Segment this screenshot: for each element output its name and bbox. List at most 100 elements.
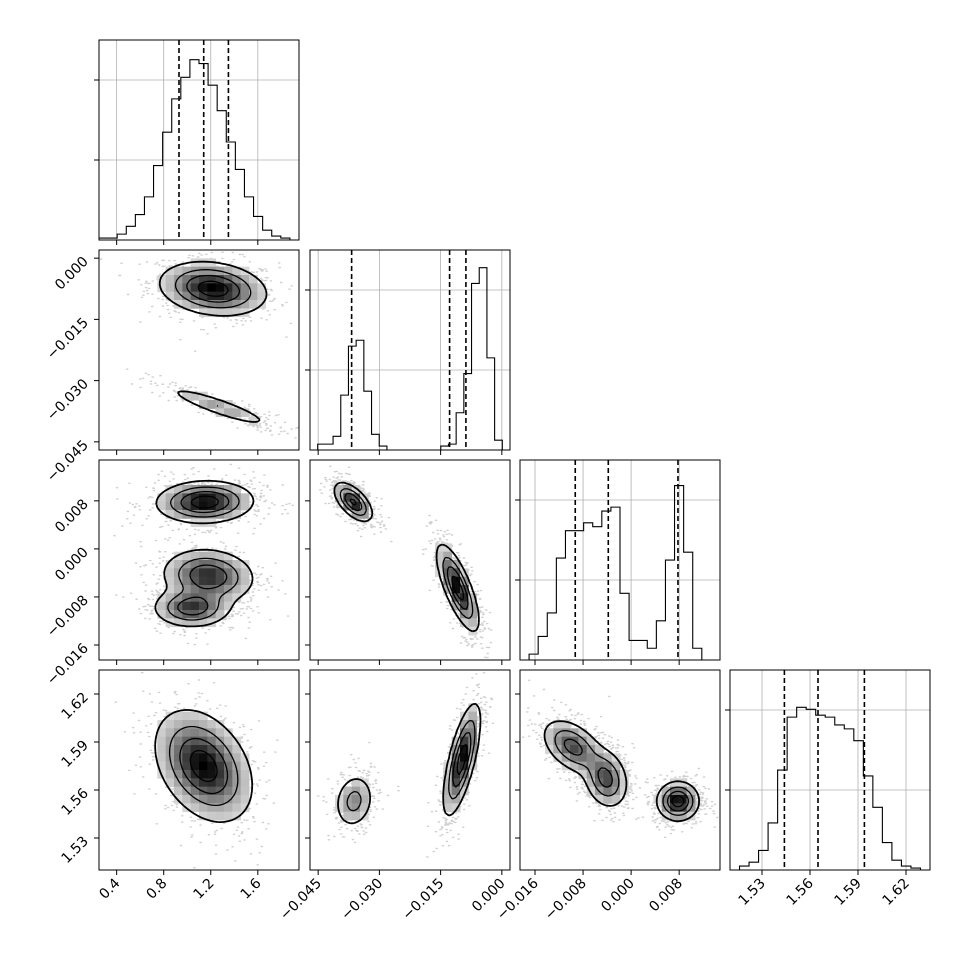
density-cell bbox=[232, 761, 242, 771]
x-tick-label: 1.62 bbox=[879, 876, 912, 909]
density-cell bbox=[249, 275, 258, 284]
density-cell bbox=[190, 803, 200, 813]
density-cell bbox=[165, 568, 175, 578]
y-tick-label: −0.030 bbox=[44, 376, 92, 424]
density-cell bbox=[224, 291, 233, 301]
density-cell bbox=[207, 551, 217, 561]
density-cell bbox=[670, 795, 679, 804]
density-cell bbox=[468, 703, 478, 713]
density-cell bbox=[224, 761, 233, 771]
y-tick-label: 1.53 bbox=[58, 834, 91, 867]
density-cell bbox=[240, 493, 250, 503]
density-cell bbox=[165, 770, 175, 779]
density-cell bbox=[561, 745, 571, 754]
density-cell bbox=[595, 761, 604, 771]
density-cell bbox=[199, 400, 208, 409]
density-cell bbox=[232, 593, 242, 603]
density-cell bbox=[174, 745, 183, 754]
density-cell bbox=[157, 601, 167, 611]
y-tick-label: 1.56 bbox=[58, 785, 91, 818]
x-tick-label: 0.4 bbox=[96, 875, 123, 902]
density-cell bbox=[199, 720, 208, 729]
density-cell bbox=[215, 283, 225, 293]
density-cell bbox=[570, 745, 579, 754]
density-cell bbox=[603, 795, 613, 804]
density-cell bbox=[468, 593, 478, 603]
panel-frame bbox=[98, 459, 300, 661]
density-cell bbox=[174, 786, 183, 796]
density-cell bbox=[207, 811, 217, 821]
contour-line bbox=[346, 719, 476, 812]
density-cell bbox=[460, 593, 469, 603]
density-cell bbox=[224, 308, 233, 318]
density-cell bbox=[182, 585, 192, 594]
density-cell bbox=[678, 803, 688, 813]
density-cell bbox=[335, 485, 344, 494]
histogram-steps bbox=[730, 706, 930, 871]
density-cell bbox=[661, 795, 671, 804]
density-cell bbox=[451, 803, 461, 813]
density-cell bbox=[199, 568, 208, 578]
contour-line bbox=[154, 709, 254, 823]
density-cell bbox=[157, 501, 167, 511]
density-cell bbox=[190, 786, 200, 796]
x-tick-label: −0.008 bbox=[542, 876, 590, 924]
density-cell bbox=[232, 275, 242, 284]
contour-line bbox=[452, 731, 472, 788]
contour-line bbox=[154, 479, 255, 628]
contour-line bbox=[543, 720, 700, 823]
density-cell bbox=[207, 275, 217, 284]
contour-line bbox=[671, 795, 685, 808]
density-cell bbox=[199, 593, 208, 603]
density-cell bbox=[451, 568, 461, 578]
contour-line bbox=[554, 729, 694, 816]
y-tick-label: −0.045 bbox=[44, 437, 92, 485]
density-cell bbox=[190, 275, 200, 284]
density-cell bbox=[240, 501, 250, 511]
density-cell bbox=[240, 786, 250, 796]
density-cell bbox=[207, 770, 217, 779]
density-cell bbox=[165, 493, 175, 503]
density-cell bbox=[174, 283, 183, 293]
density-cell bbox=[190, 761, 200, 771]
histogram-panel-2 bbox=[515, 459, 721, 665]
density-cell bbox=[199, 551, 208, 561]
density-cell bbox=[199, 485, 208, 494]
density-cell bbox=[215, 308, 225, 318]
x-tick-label: 0.008 bbox=[646, 876, 686, 916]
contour-line bbox=[179, 737, 229, 795]
density-cell bbox=[578, 753, 588, 763]
panel-frame bbox=[309, 459, 511, 661]
density-cell bbox=[240, 408, 250, 418]
density-cell bbox=[165, 485, 175, 494]
density-cell bbox=[460, 568, 469, 578]
density-cell bbox=[343, 501, 353, 511]
density-cell bbox=[468, 761, 478, 771]
density-cell bbox=[157, 593, 167, 603]
density-cell bbox=[182, 720, 192, 729]
density-cell bbox=[182, 753, 192, 763]
density-cell bbox=[199, 811, 208, 821]
density-cell bbox=[199, 778, 208, 788]
density-cell bbox=[215, 275, 225, 284]
density-cell bbox=[182, 493, 192, 503]
density-cell bbox=[451, 778, 461, 788]
density-cell bbox=[215, 610, 225, 619]
contour-line bbox=[191, 495, 220, 509]
density-cell bbox=[199, 576, 208, 586]
density-cell bbox=[224, 493, 233, 503]
density-cell bbox=[165, 761, 175, 771]
y-tick-label: −0.008 bbox=[44, 592, 92, 640]
density-cell bbox=[174, 736, 183, 746]
density-cell bbox=[199, 391, 208, 401]
density-cell bbox=[468, 618, 478, 628]
density-cell bbox=[165, 778, 175, 788]
density-cell bbox=[157, 761, 167, 771]
density-cell bbox=[686, 786, 696, 796]
density-cell bbox=[678, 795, 688, 804]
density-cell bbox=[232, 510, 242, 519]
contour-line bbox=[168, 725, 239, 807]
density-cell bbox=[165, 275, 175, 284]
density-cell bbox=[232, 795, 242, 804]
density-cell bbox=[232, 753, 242, 763]
